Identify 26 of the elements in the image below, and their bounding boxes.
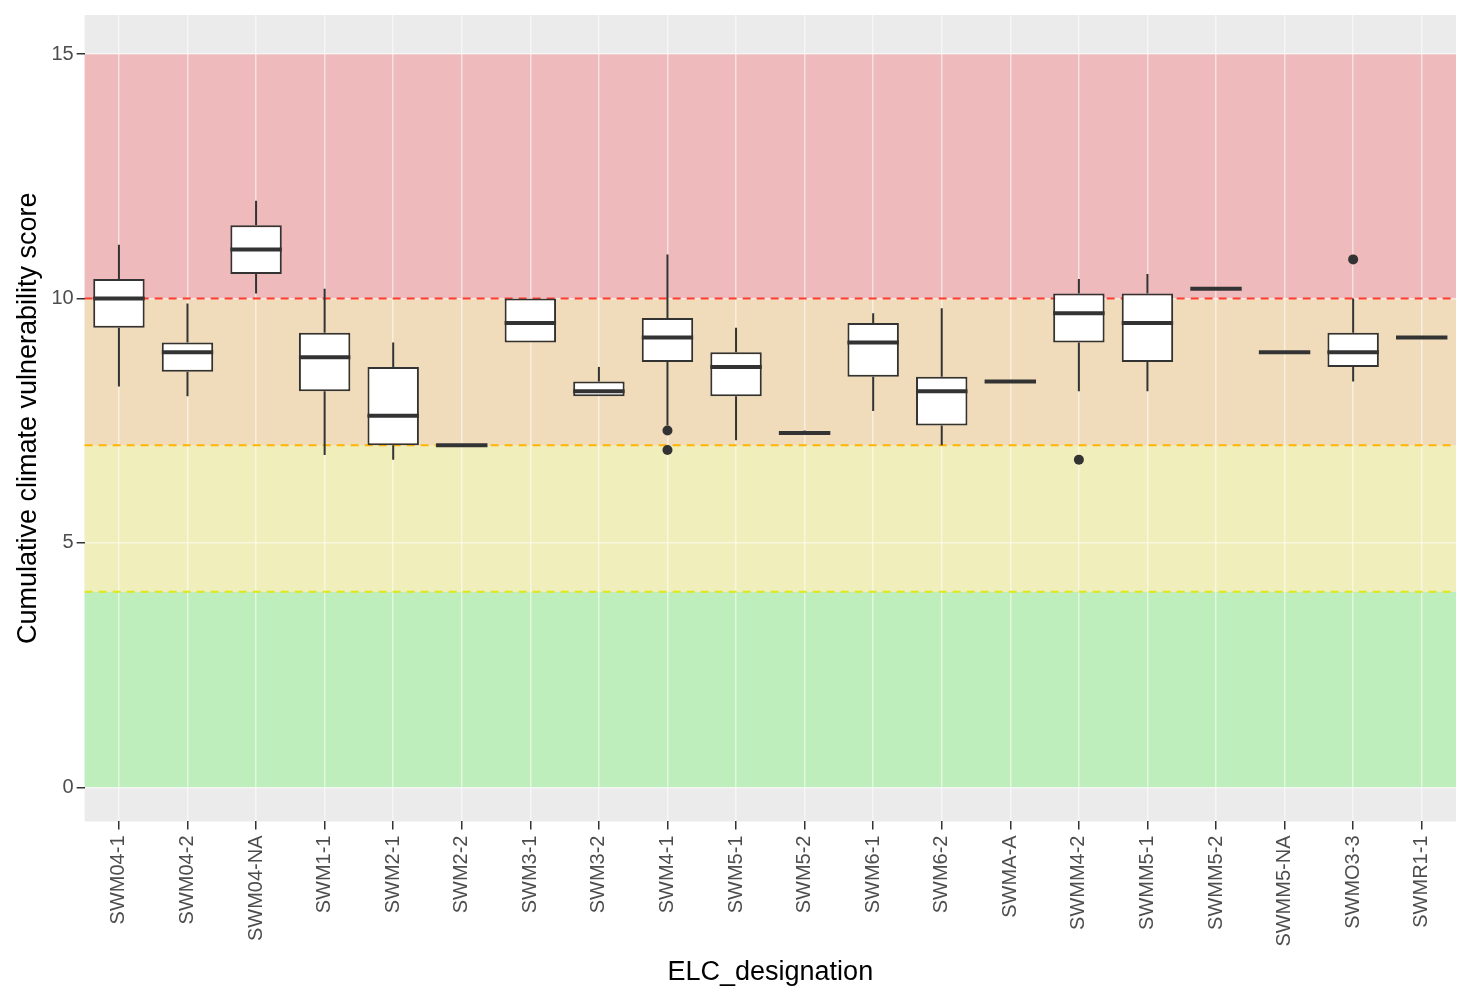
x-tick-label: SWM3-1 bbox=[517, 835, 540, 914]
x-tick-label: SWM04-2 bbox=[175, 835, 198, 925]
x-tick-label: SWM04-1 bbox=[106, 835, 129, 925]
x-tick-label: SWM2-1 bbox=[380, 835, 403, 914]
x-tick-label: SWM2-2 bbox=[449, 835, 472, 914]
x-tick-label: SWMM4-2 bbox=[1066, 835, 1089, 930]
x-tick-label: SWM1-1 bbox=[312, 835, 335, 914]
x-tick-label: SWMO3-3 bbox=[1340, 835, 1363, 929]
x-axis-title: ELC_designation bbox=[667, 956, 874, 987]
x-tick-label: SWM5-1 bbox=[723, 835, 746, 914]
x-tick-label: SWM3-2 bbox=[586, 835, 609, 914]
x-tick-label: SWM04-NA bbox=[243, 834, 266, 942]
x-tick-label: SWMA-A bbox=[997, 834, 1020, 918]
y-tick-label: 15 bbox=[51, 41, 74, 64]
x-tick-label: SWM6-1 bbox=[860, 835, 883, 914]
y-tick-label: 10 bbox=[51, 286, 74, 309]
y-tick-label: 0 bbox=[62, 774, 74, 797]
x-tick-label: SWM6-2 bbox=[929, 835, 952, 914]
x-tick-label: SWMR1-1 bbox=[1409, 835, 1432, 928]
x-tick-label: SWMM5-NA bbox=[1272, 834, 1295, 947]
x-tick-label: SWM5-2 bbox=[792, 835, 815, 914]
y-axis-title: Cumulative climate vulnerability score bbox=[11, 192, 42, 645]
x-tick-label: SWM4-1 bbox=[654, 835, 677, 914]
y-tick-label: 5 bbox=[62, 530, 74, 553]
x-tick-label: SWMM5-2 bbox=[1203, 835, 1226, 930]
x-tick-label: SWMM5-1 bbox=[1134, 835, 1157, 930]
